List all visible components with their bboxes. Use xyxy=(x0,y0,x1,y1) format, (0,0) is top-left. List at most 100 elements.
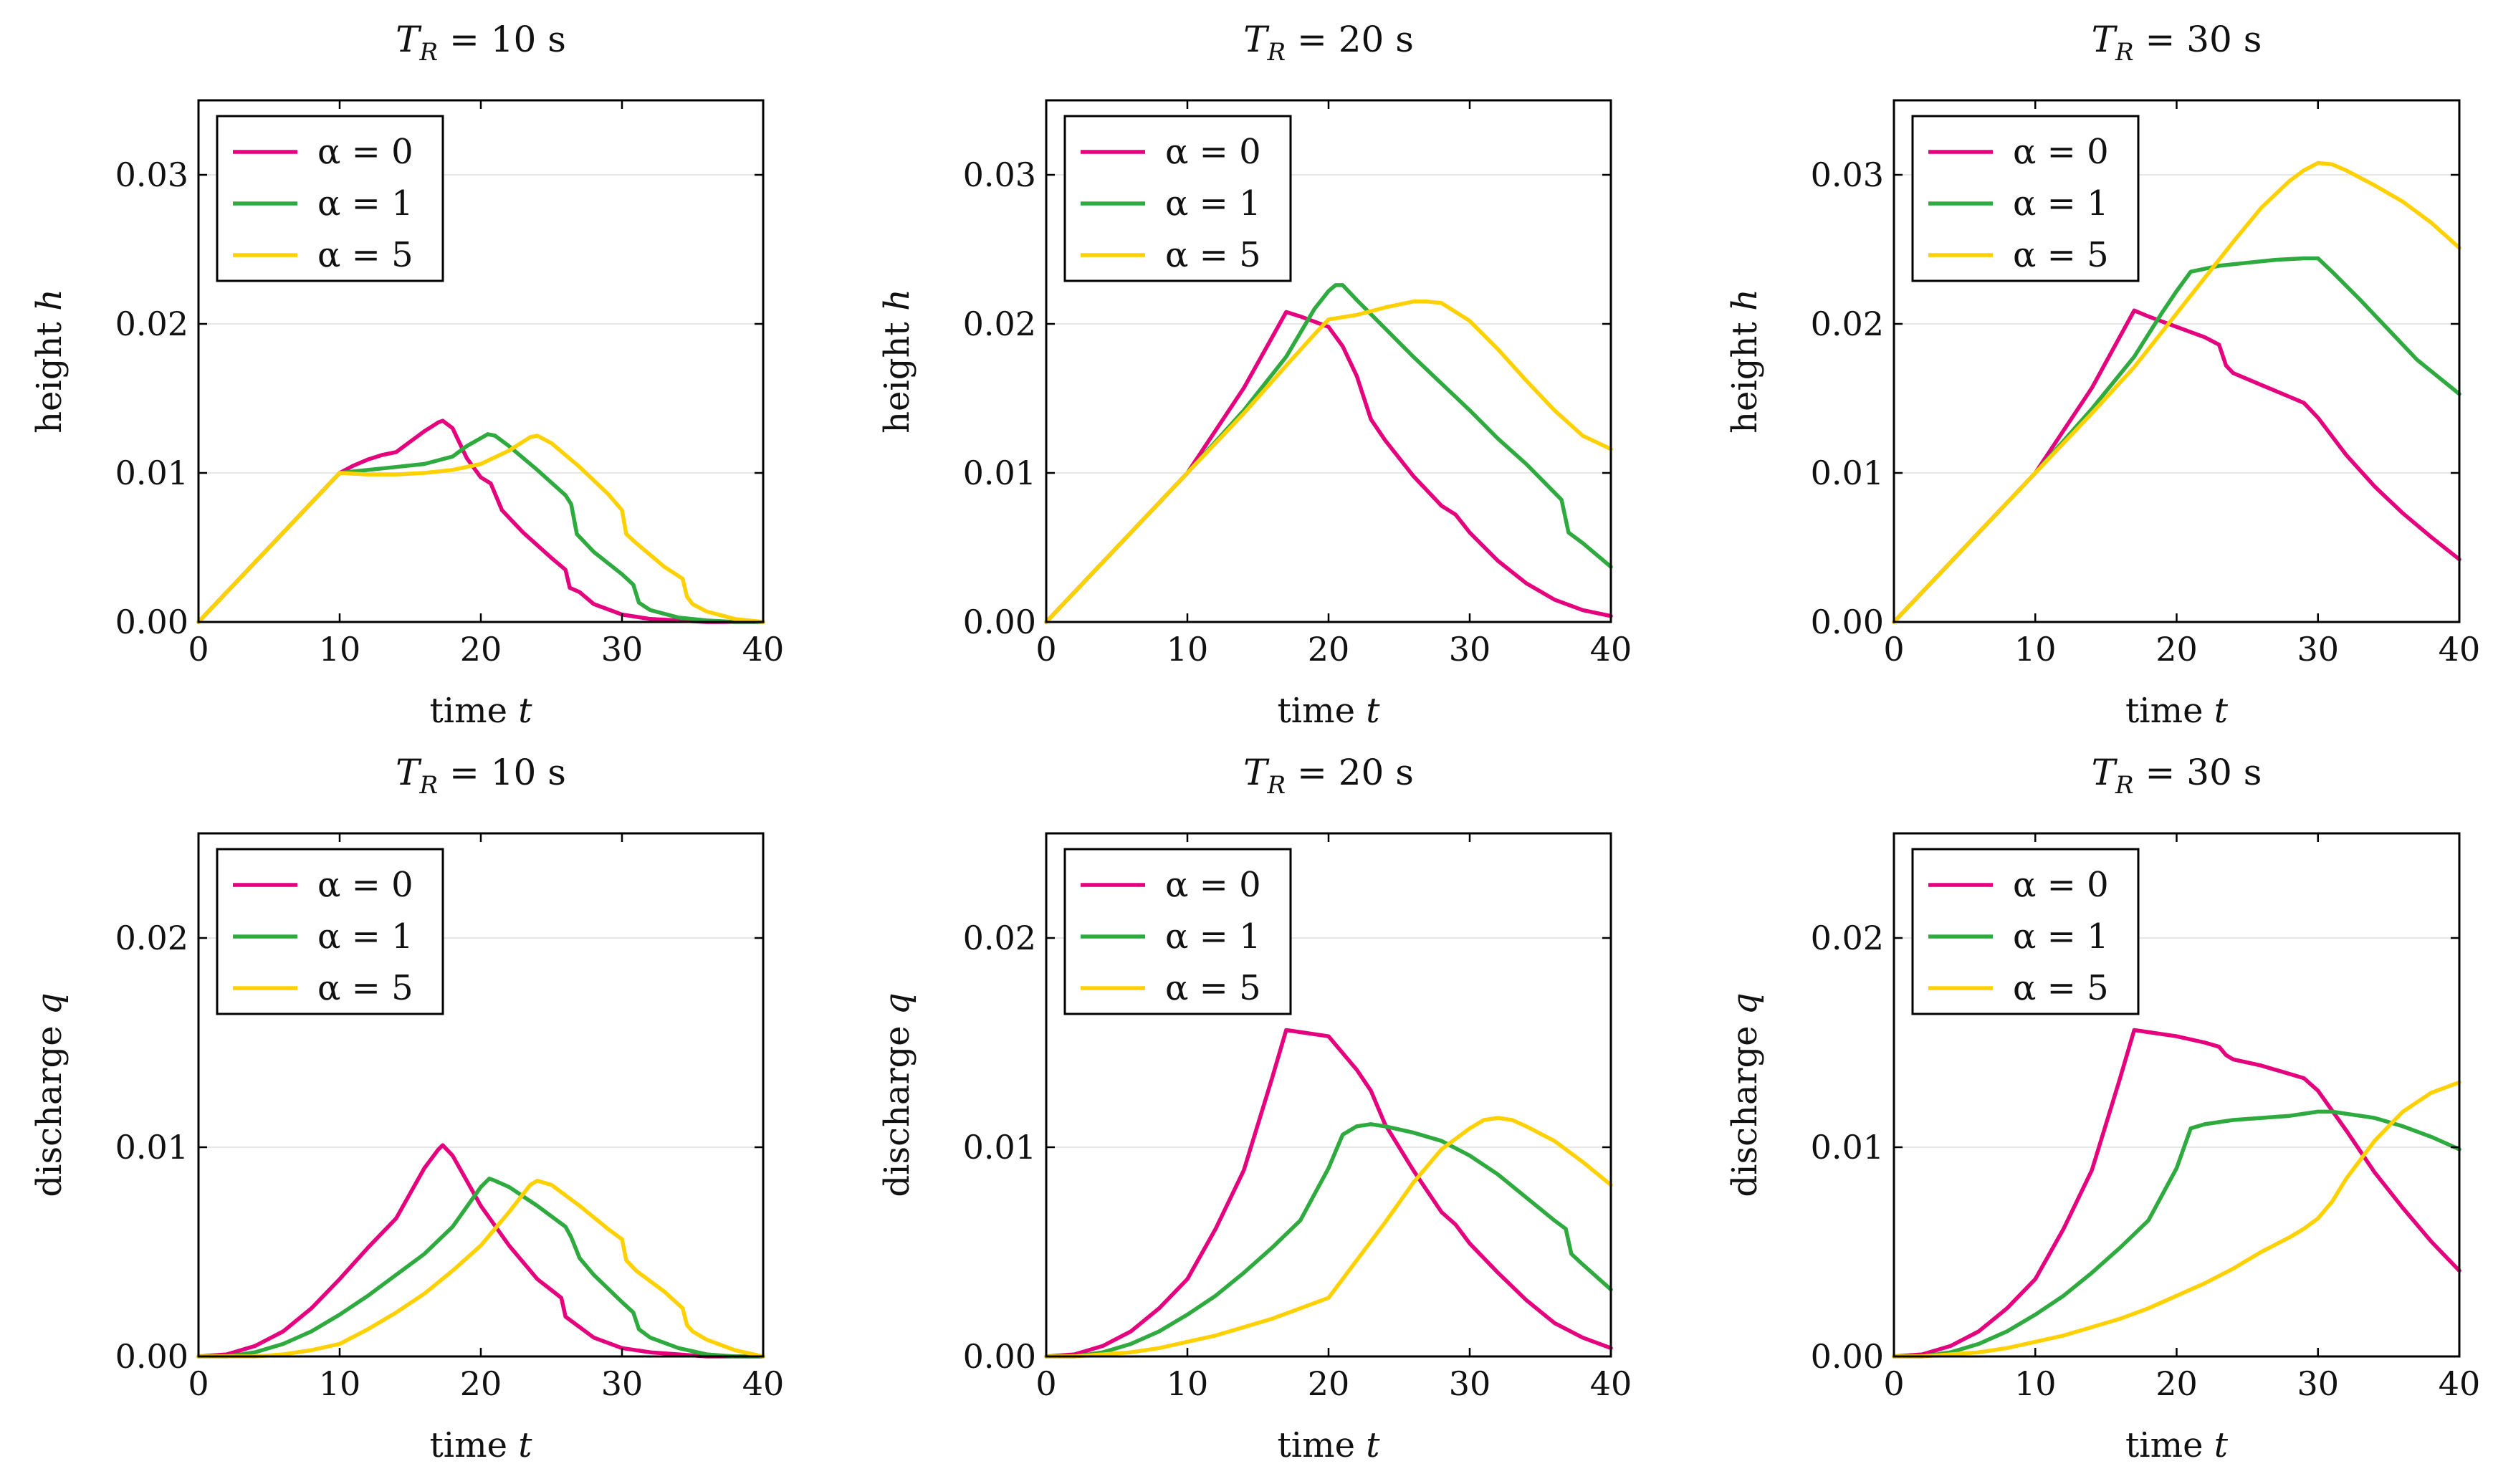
legend-label: α = 1 xyxy=(1165,183,1261,224)
x-tick-label: 20 xyxy=(460,1364,502,1403)
x-tick-label: 0 xyxy=(188,630,209,669)
y-axis-label: discharge q xyxy=(29,992,70,1197)
x-axis-label: time t xyxy=(2125,691,2229,731)
chart-panel-5: 0 10 20 30 40 0.00 0.01 0.02 TR = 20 s time t disc… xyxy=(877,752,1632,1465)
legend-label: α = 0 xyxy=(317,865,413,905)
chart-title: TR = 20 s xyxy=(1243,752,1414,800)
x-tick-label: 30 xyxy=(2297,630,2339,669)
x-tick-label: 10 xyxy=(1167,630,1209,669)
x-tick-label: 40 xyxy=(742,1364,785,1403)
legend-label: α = 1 xyxy=(1165,916,1261,957)
x-tick-label: 40 xyxy=(2439,630,2481,669)
series-line-alpha-1 xyxy=(1044,283,1613,624)
legend-label: α = 1 xyxy=(2013,916,2109,957)
x-tick-label: 30 xyxy=(1449,1364,1491,1403)
x-tick-label: 40 xyxy=(2439,1364,2481,1403)
chart-panel-6: 0 10 20 30 40 0.00 0.01 0.02 TR = 30 s time t disc… xyxy=(1725,752,2480,1465)
legend: α = 0 α = 1 α = 5 xyxy=(1911,848,2140,1015)
series-line-alpha-5 xyxy=(196,1178,765,1359)
x-tick-label: 20 xyxy=(460,630,502,669)
x-tick-label: 0 xyxy=(1035,1364,1056,1403)
y-tick-label: 0.00 xyxy=(115,1337,188,1376)
series-line-alpha-0 xyxy=(1892,308,2461,624)
x-tick-label: 10 xyxy=(2014,630,2057,669)
legend-label: α = 1 xyxy=(317,916,413,957)
legend-label: α = 0 xyxy=(317,132,413,172)
legend: α = 0 α = 1 α = 5 xyxy=(1911,115,2140,282)
y-tick-label: 0.00 xyxy=(963,1337,1036,1376)
y-tick-label: 0.00 xyxy=(1811,603,1884,641)
x-tick-label: 0 xyxy=(1883,630,1904,669)
legend: α = 0 α = 1 α = 5 xyxy=(216,115,444,282)
y-tick-label: 0.02 xyxy=(1811,919,1884,957)
chart-title: TR = 10 s xyxy=(396,19,566,67)
legend-label: α = 1 xyxy=(2013,183,2109,224)
series-line-alpha-1 xyxy=(1892,256,2461,624)
x-axis-label: time t xyxy=(2125,1425,2229,1465)
y-tick-label: 0.01 xyxy=(115,1128,188,1167)
y-axis-label: discharge q xyxy=(877,992,917,1197)
y-axis-label: height h xyxy=(1725,289,1765,434)
series-line-alpha-0 xyxy=(196,1143,765,1359)
y-tick-label: 0.02 xyxy=(115,305,188,343)
x-tick-label: 40 xyxy=(1590,1364,1632,1403)
series-line-alpha-1 xyxy=(1044,1122,1613,1359)
series-line-alpha-5 xyxy=(1892,1080,2461,1359)
legend-label: α = 0 xyxy=(1165,865,1261,905)
x-tick-label: 10 xyxy=(319,630,361,669)
legend-label: α = 5 xyxy=(1165,968,1261,1008)
legend-label: α = 5 xyxy=(1165,235,1261,275)
series-line-alpha-5 xyxy=(1044,300,1613,624)
series-line-alpha-0 xyxy=(1044,1028,1613,1359)
x-tick-label: 10 xyxy=(1167,1364,1209,1403)
y-tick-label: 0.01 xyxy=(115,454,188,492)
x-tick-label: 20 xyxy=(2155,1364,2198,1403)
y-axis-label: height h xyxy=(877,289,917,434)
x-axis-label: time t xyxy=(429,1425,532,1465)
y-tick-label: 0.01 xyxy=(963,1128,1036,1167)
series-line-alpha-0 xyxy=(1044,310,1613,624)
legend-label: α = 5 xyxy=(317,235,413,275)
legend: α = 0 α = 1 α = 5 xyxy=(1063,115,1292,282)
x-tick-label: 10 xyxy=(319,1364,361,1403)
series-line-alpha-1 xyxy=(196,1177,765,1359)
series-line-alpha-5 xyxy=(196,434,765,624)
series-line-alpha-0 xyxy=(196,418,765,624)
x-tick-label: 40 xyxy=(1590,630,1632,669)
y-axis-label: height h xyxy=(29,289,70,434)
chart-title: TR = 20 s xyxy=(1243,19,1414,67)
x-tick-label: 0 xyxy=(1035,630,1056,669)
chart-panel-2: 0 10 20 30 40 0.00 0.01 0.02 0.03 TR = 20 s time t… xyxy=(877,19,1632,731)
x-tick-label: 30 xyxy=(2297,1364,2339,1403)
x-tick-label: 10 xyxy=(2014,1364,2057,1403)
y-tick-label: 0.01 xyxy=(1811,1128,1884,1167)
legend: α = 0 α = 1 α = 5 xyxy=(216,848,444,1015)
x-tick-label: 0 xyxy=(1883,1364,1904,1403)
x-tick-label: 30 xyxy=(1449,630,1491,669)
series-line-alpha-1 xyxy=(196,432,765,624)
x-tick-label: 20 xyxy=(2155,630,2198,669)
chart-panel-3: 0 10 20 30 40 0.00 0.01 0.02 0.03 TR = 30 s time t… xyxy=(1725,19,2480,731)
y-tick-label: 0.03 xyxy=(963,155,1036,194)
series-line-alpha-1 xyxy=(1892,1109,2461,1359)
chart-title: TR = 30 s xyxy=(2092,19,2262,67)
y-tick-label: 0.01 xyxy=(963,454,1036,492)
legend-label: α = 0 xyxy=(2013,865,2109,905)
y-tick-label: 0.02 xyxy=(963,919,1036,957)
x-tick-label: 20 xyxy=(1308,1364,1350,1403)
y-tick-label: 0.00 xyxy=(115,603,188,641)
y-tick-label: 0.02 xyxy=(963,305,1036,343)
x-tick-label: 0 xyxy=(188,1364,209,1403)
x-axis-label: time t xyxy=(1277,691,1380,731)
x-tick-label: 30 xyxy=(601,630,643,669)
legend-label: α = 5 xyxy=(2013,968,2109,1008)
x-axis-label: time t xyxy=(1277,1425,1380,1465)
series-line-alpha-5 xyxy=(1044,1116,1613,1359)
y-tick-label: 0.00 xyxy=(1811,1337,1884,1376)
series-line-alpha-5 xyxy=(1892,161,2461,624)
legend-label: α = 0 xyxy=(1165,132,1261,172)
y-tick-label: 0.03 xyxy=(115,155,188,194)
chart-title: TR = 30 s xyxy=(2092,752,2262,800)
y-tick-label: 0.00 xyxy=(963,603,1036,641)
